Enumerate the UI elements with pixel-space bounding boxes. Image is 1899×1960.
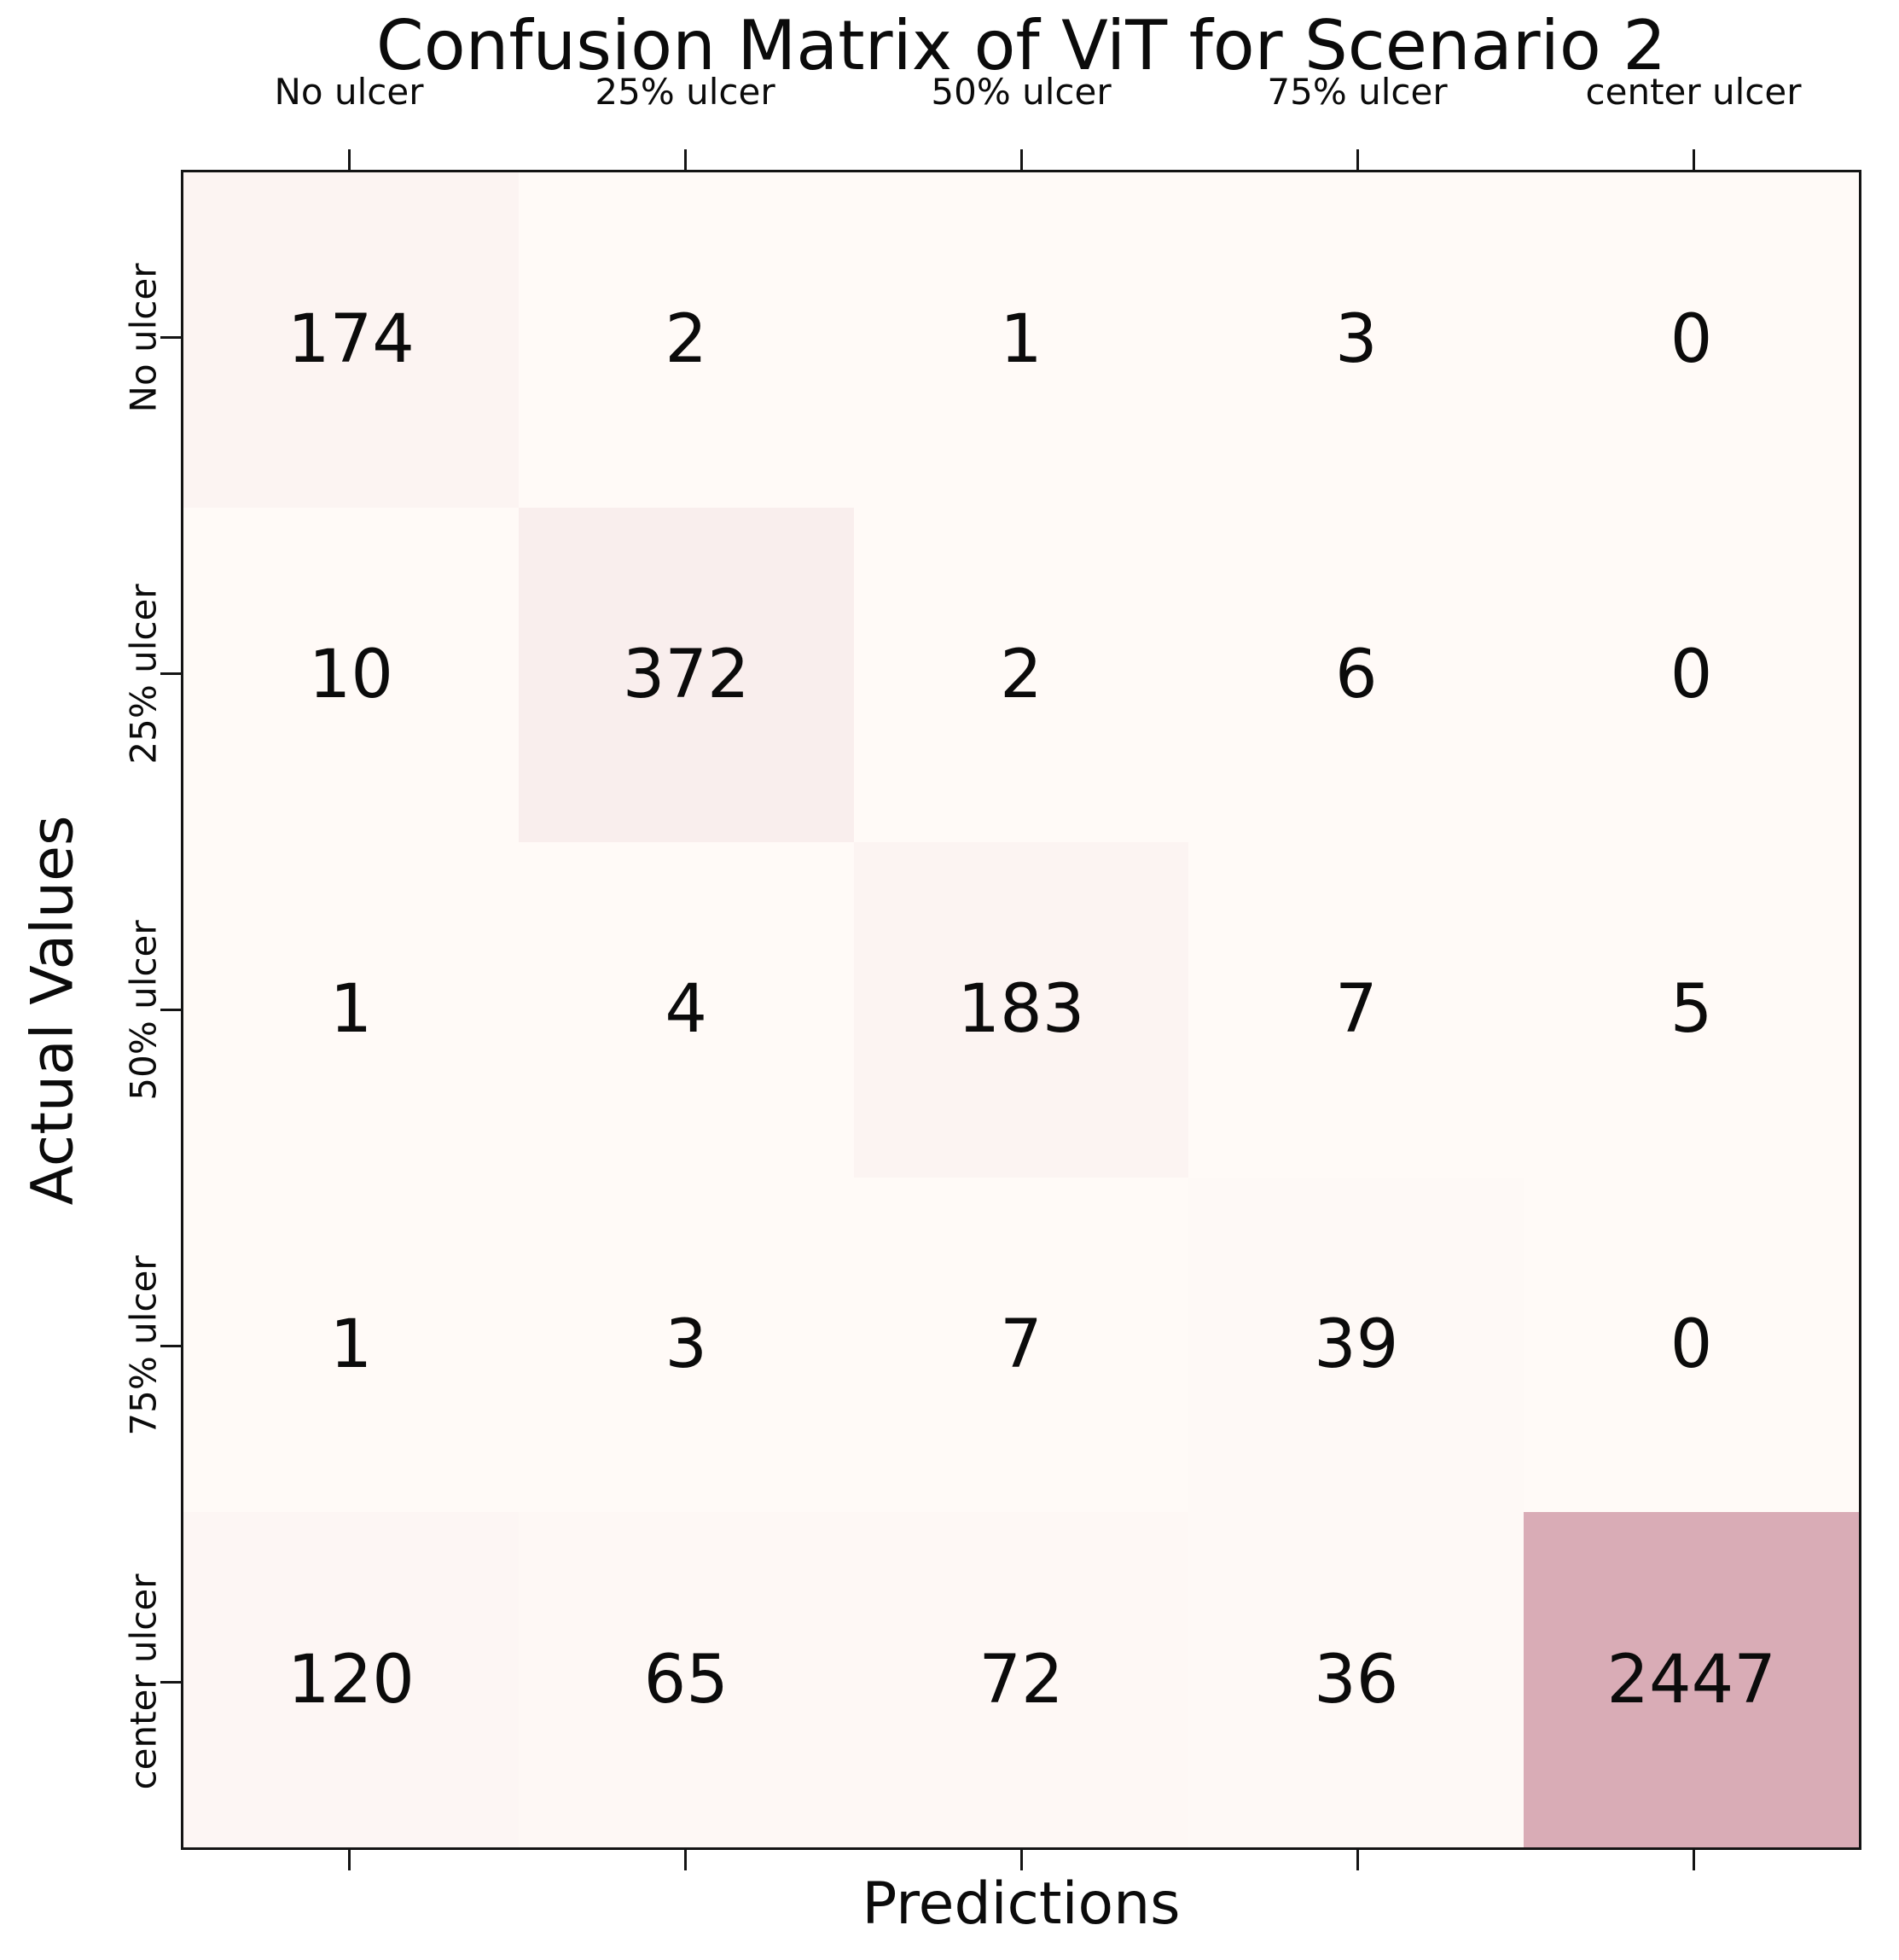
y-tick-label: 25% ulcer bbox=[122, 584, 165, 765]
matrix-cell: 3 bbox=[1188, 172, 1524, 508]
cell-value: 0 bbox=[1670, 301, 1713, 379]
matrix-cell: 2447 bbox=[1524, 1512, 1859, 1847]
matrix-cell: 1 bbox=[183, 842, 519, 1178]
x-tick-label: center ulcer bbox=[1585, 70, 1802, 113]
x-tick-label: 25% ulcer bbox=[595, 70, 775, 113]
x-axis-bottom-tick bbox=[1019, 1850, 1023, 1870]
y-tick-label: No ulcer bbox=[122, 263, 165, 413]
x-axis-bottom-tick bbox=[1356, 1850, 1359, 1870]
y-axis-tick bbox=[160, 672, 181, 676]
cell-value: 36 bbox=[1314, 1641, 1399, 1719]
cell-value: 372 bbox=[622, 636, 750, 713]
x-axis-bottom-tick bbox=[1692, 1850, 1695, 1870]
matrix-cell: 3 bbox=[518, 1177, 854, 1513]
matrix-cell: 5 bbox=[1524, 842, 1859, 1178]
y-axis-tick bbox=[160, 336, 181, 340]
cell-value: 3 bbox=[665, 1306, 708, 1384]
cell-value: 0 bbox=[1670, 1306, 1713, 1384]
cell-value: 7 bbox=[1334, 971, 1378, 1049]
matrix-cell: 39 bbox=[1188, 1177, 1524, 1513]
cell-value: 65 bbox=[643, 1641, 729, 1719]
x-axis-top-tick bbox=[347, 149, 351, 170]
y-tick-label: 50% ulcer bbox=[122, 919, 165, 1101]
cell-value: 2 bbox=[665, 301, 708, 379]
x-axis-top-tick bbox=[1692, 149, 1695, 170]
x-axis-top-tick bbox=[683, 149, 687, 170]
y-axis-tick bbox=[160, 1009, 181, 1011]
matrix-cell: 0 bbox=[1524, 507, 1859, 843]
x-axis-top-tick bbox=[1356, 149, 1359, 170]
x-axis-bottom-tick bbox=[347, 1850, 351, 1870]
heatmap-grid: 174 2 1 3 0 10 372 2 6 0 1 4 183 7 5 1 3 7 39 0 120 65 72 36 244… bbox=[183, 172, 1859, 1847]
matrix-cell: 6 bbox=[1188, 507, 1524, 843]
y-axis-tick bbox=[160, 1680, 181, 1684]
matrix-cell: 372 bbox=[518, 507, 854, 843]
chart-title: Confusion Matrix of ViT for Scenario 2 bbox=[375, 6, 1667, 85]
cell-value: 6 bbox=[1334, 636, 1378, 713]
matrix-cell: 2 bbox=[853, 507, 1189, 843]
x-axis-tick-labels: No ulcer 25% ulcer 50% ulcer 75% ulcer cente… bbox=[181, 61, 1861, 121]
cell-value: 0 bbox=[1670, 636, 1713, 713]
matrix-cell: 120 bbox=[183, 1512, 519, 1847]
cell-value: 1 bbox=[1000, 301, 1042, 379]
matrix-cell: 0 bbox=[1524, 1177, 1859, 1513]
x-tick-label: 75% ulcer bbox=[1267, 70, 1448, 113]
cell-value: 4 bbox=[665, 971, 708, 1049]
cell-value: 2 bbox=[1000, 636, 1042, 713]
matrix-cell: 183 bbox=[853, 842, 1189, 1178]
matrix-cell: 72 bbox=[853, 1512, 1189, 1847]
y-tick-label: 75% ulcer bbox=[122, 1255, 165, 1436]
x-tick-label: 50% ulcer bbox=[931, 70, 1112, 113]
y-axis-label: Actual Values bbox=[19, 815, 87, 1205]
y-axis-tick bbox=[160, 1344, 181, 1347]
cell-value: 3 bbox=[1334, 301, 1378, 379]
heatmap-plot-area: 174 2 1 3 0 10 372 2 6 0 1 4 183 7 5 1 3 7 39 0 120 65 72 36 244… bbox=[181, 170, 1861, 1850]
cell-value: 174 bbox=[287, 301, 415, 379]
cell-value: 39 bbox=[1314, 1306, 1399, 1384]
matrix-cell: 1 bbox=[183, 1177, 519, 1513]
matrix-cell: 36 bbox=[1188, 1512, 1524, 1847]
matrix-cell: 2 bbox=[518, 172, 854, 508]
matrix-cell: 0 bbox=[1524, 172, 1859, 508]
cell-value: 120 bbox=[287, 1641, 415, 1719]
cell-value: 10 bbox=[308, 636, 394, 713]
cell-value: 183 bbox=[957, 971, 1085, 1049]
cell-value: 72 bbox=[979, 1641, 1064, 1719]
cell-value: 1 bbox=[329, 971, 373, 1049]
matrix-cell: 174 bbox=[183, 172, 519, 508]
cell-value: 2447 bbox=[1606, 1641, 1776, 1719]
matrix-cell: 1 bbox=[853, 172, 1189, 508]
cell-value: 5 bbox=[1670, 971, 1713, 1049]
y-tick-label: center ulcer bbox=[122, 1573, 165, 1790]
cell-value: 7 bbox=[1000, 1306, 1042, 1384]
matrix-cell: 4 bbox=[518, 842, 854, 1178]
matrix-cell: 65 bbox=[518, 1512, 854, 1847]
x-tick-label: No ulcer bbox=[274, 70, 424, 113]
matrix-cell: 7 bbox=[853, 1177, 1189, 1513]
matrix-cell: 10 bbox=[183, 507, 519, 843]
x-axis-label: Predictions bbox=[862, 1870, 1181, 1938]
x-axis-top-tick bbox=[1019, 149, 1023, 170]
matrix-cell: 7 bbox=[1188, 842, 1524, 1178]
x-axis-bottom-tick bbox=[683, 1850, 687, 1870]
cell-value: 1 bbox=[329, 1306, 373, 1384]
